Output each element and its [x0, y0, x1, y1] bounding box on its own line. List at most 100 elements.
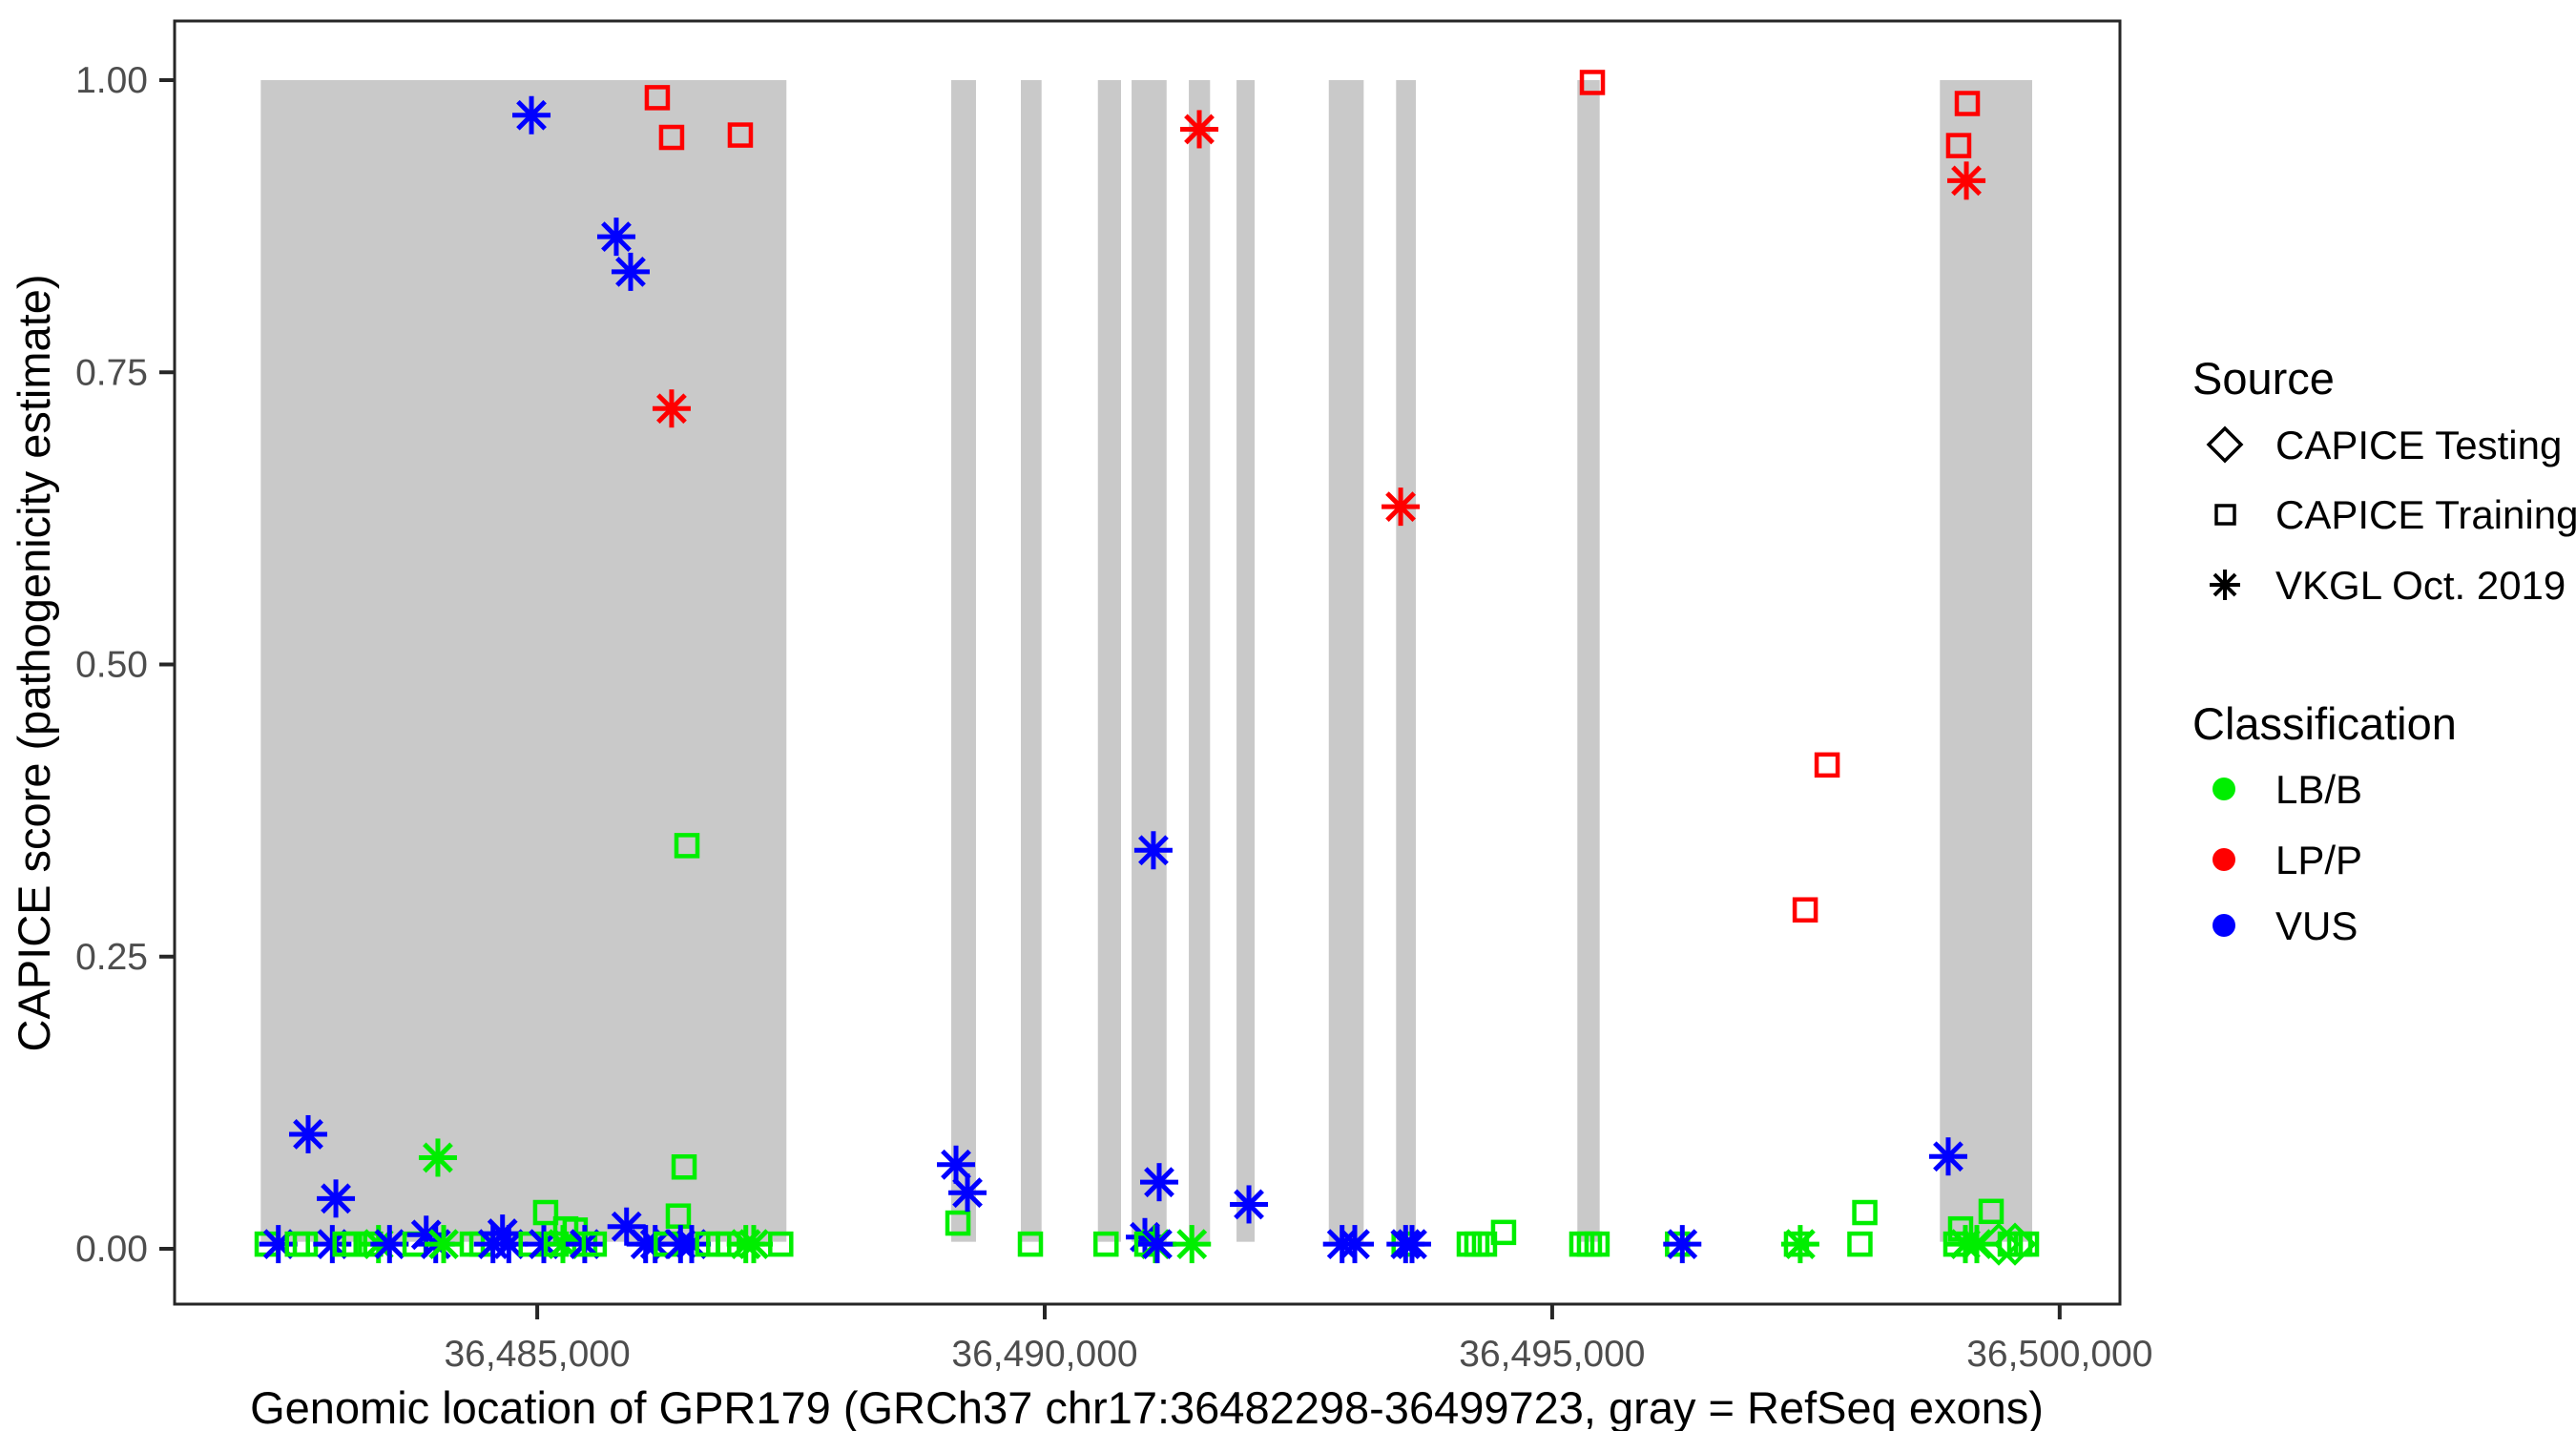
data-point-square: [1945, 133, 1972, 158]
data-point-asterisk: [1230, 1185, 1269, 1224]
legend-classification: Classification LB/B LP/P VUS: [2192, 698, 2457, 948]
square-marker: [1792, 897, 1818, 923]
legend-item-capice-training: CAPICE Training: [2275, 492, 2576, 537]
data-point-square: [1978, 1198, 2005, 1225]
square-marker: [727, 122, 754, 148]
legend-source: Source CAPICE Testing CAPICE Training VK…: [2192, 353, 2576, 608]
y-axis-title: CAPICE score (pathogenicity estimate): [9, 275, 59, 1052]
data-point-square: [2013, 1231, 2040, 1257]
square-marker: [674, 833, 700, 859]
square-marker: [1945, 133, 1972, 158]
data-point-asterisk: [317, 1179, 356, 1218]
asterisk-marker: [611, 1211, 642, 1242]
y-tick-label: 1.00: [75, 60, 148, 101]
exon-band: [1577, 80, 1600, 1242]
asterisk-marker: [1176, 1229, 1208, 1260]
data-point-asterisk: [1929, 1137, 1968, 1176]
data-point-square: [532, 1199, 559, 1226]
asterisk-marker: [941, 1149, 971, 1180]
vkgl-asterisk-icon: [2210, 570, 2240, 600]
data-point-asterisk: [948, 1173, 987, 1213]
legend-source-title: Source: [2192, 353, 2335, 404]
data-point-asterisk: [1381, 487, 1421, 527]
data-point-asterisk: [611, 252, 650, 291]
data-point-asterisk: [937, 1145, 976, 1184]
square-marker: [1584, 1231, 1610, 1257]
data-point-asterisk: [652, 389, 691, 428]
data-point-asterisk: [1180, 110, 1219, 149]
square-marker: [1978, 1198, 2005, 1225]
data-point-square: [1093, 1231, 1119, 1257]
asterisk-marker: [656, 393, 687, 425]
data-point-asterisk: [596, 218, 635, 257]
lbb-dot-icon: [2212, 778, 2235, 800]
asterisk-marker: [1138, 835, 1169, 866]
asterisk-marker: [321, 1183, 351, 1214]
square-marker: [671, 1154, 697, 1180]
asterisk-marker: [1385, 491, 1416, 523]
data-point-square: [1456, 1231, 1483, 1257]
exon-bands-layer: [260, 80, 2032, 1242]
square-marker: [1579, 70, 1606, 95]
data-point-square: [1584, 1231, 1610, 1257]
exon-band: [1236, 80, 1255, 1242]
asterisk-marker: [428, 1229, 459, 1260]
asterisk-marker: [1142, 1229, 1173, 1260]
data-point-square: [945, 1210, 971, 1236]
asterisk-marker: [1784, 1229, 1816, 1260]
data-point-asterisk: [259, 1225, 298, 1264]
y-tick-label: 0.75: [75, 352, 148, 393]
data-point-asterisk: [483, 1214, 522, 1254]
data-point-asterisk: [418, 1138, 457, 1177]
data-point-asterisk: [1947, 161, 1986, 200]
y-tick-label: 0.50: [75, 645, 148, 686]
data-point-asterisk: [512, 95, 551, 135]
data-points-layer: [254, 70, 2040, 1266]
data-point-square: [1490, 1219, 1517, 1246]
data-point-square: [1792, 897, 1818, 923]
data-point-square: [1954, 91, 1981, 116]
data-point-asterisk: [288, 1114, 327, 1153]
square-marker: [1093, 1231, 1119, 1257]
data-point-square: [1464, 1231, 1490, 1257]
data-point-square: [768, 1231, 794, 1257]
data-point-square: [1814, 752, 1840, 778]
square-marker: [532, 1199, 559, 1226]
exon-band: [1132, 80, 1167, 1242]
data-point-asterisk: [370, 1225, 409, 1264]
square-marker: [1464, 1231, 1490, 1257]
asterisk-marker: [1234, 1189, 1264, 1220]
lpp-dot-icon: [2212, 848, 2235, 871]
asterisk-marker: [493, 1229, 525, 1260]
exon-band: [1097, 80, 1122, 1242]
asterisk-marker: [423, 1142, 453, 1173]
asterisk-marker: [1933, 1141, 1963, 1172]
square-marker: [1954, 91, 1981, 116]
square-marker: [658, 124, 685, 151]
data-point-square: [581, 1231, 608, 1257]
data-point-asterisk: [425, 1225, 464, 1264]
data-point-square: [1579, 70, 1606, 95]
data-point-asterisk: [735, 1225, 774, 1264]
asterisk-marker: [601, 221, 632, 253]
asterisk-marker: [548, 1229, 578, 1260]
data-point-asterisk: [1663, 1225, 1702, 1264]
square-marker: [1017, 1231, 1044, 1257]
data-point-asterisk: [1139, 1163, 1178, 1202]
data-point-square: [1852, 1199, 1878, 1226]
square-marker: [644, 85, 671, 111]
asterisk-marker: [952, 1177, 983, 1209]
square-marker: [1456, 1231, 1483, 1257]
legend-item-lpp: LP/P: [2275, 838, 2362, 882]
data-point-square: [671, 1154, 697, 1180]
exon-band: [260, 80, 787, 1242]
data-point-asterisk: [1958, 1225, 1997, 1264]
data-point-asterisk: [1335, 1225, 1374, 1264]
data-point-square: [674, 833, 700, 859]
x-axis-title: Genomic location of GPR179 (GRCh37 chr17…: [250, 1382, 2044, 1431]
asterisk-marker: [1340, 1229, 1370, 1260]
exon-band: [951, 80, 976, 1242]
y-tick-label: 0.00: [75, 1229, 148, 1270]
asterisk-marker: [293, 1119, 323, 1150]
